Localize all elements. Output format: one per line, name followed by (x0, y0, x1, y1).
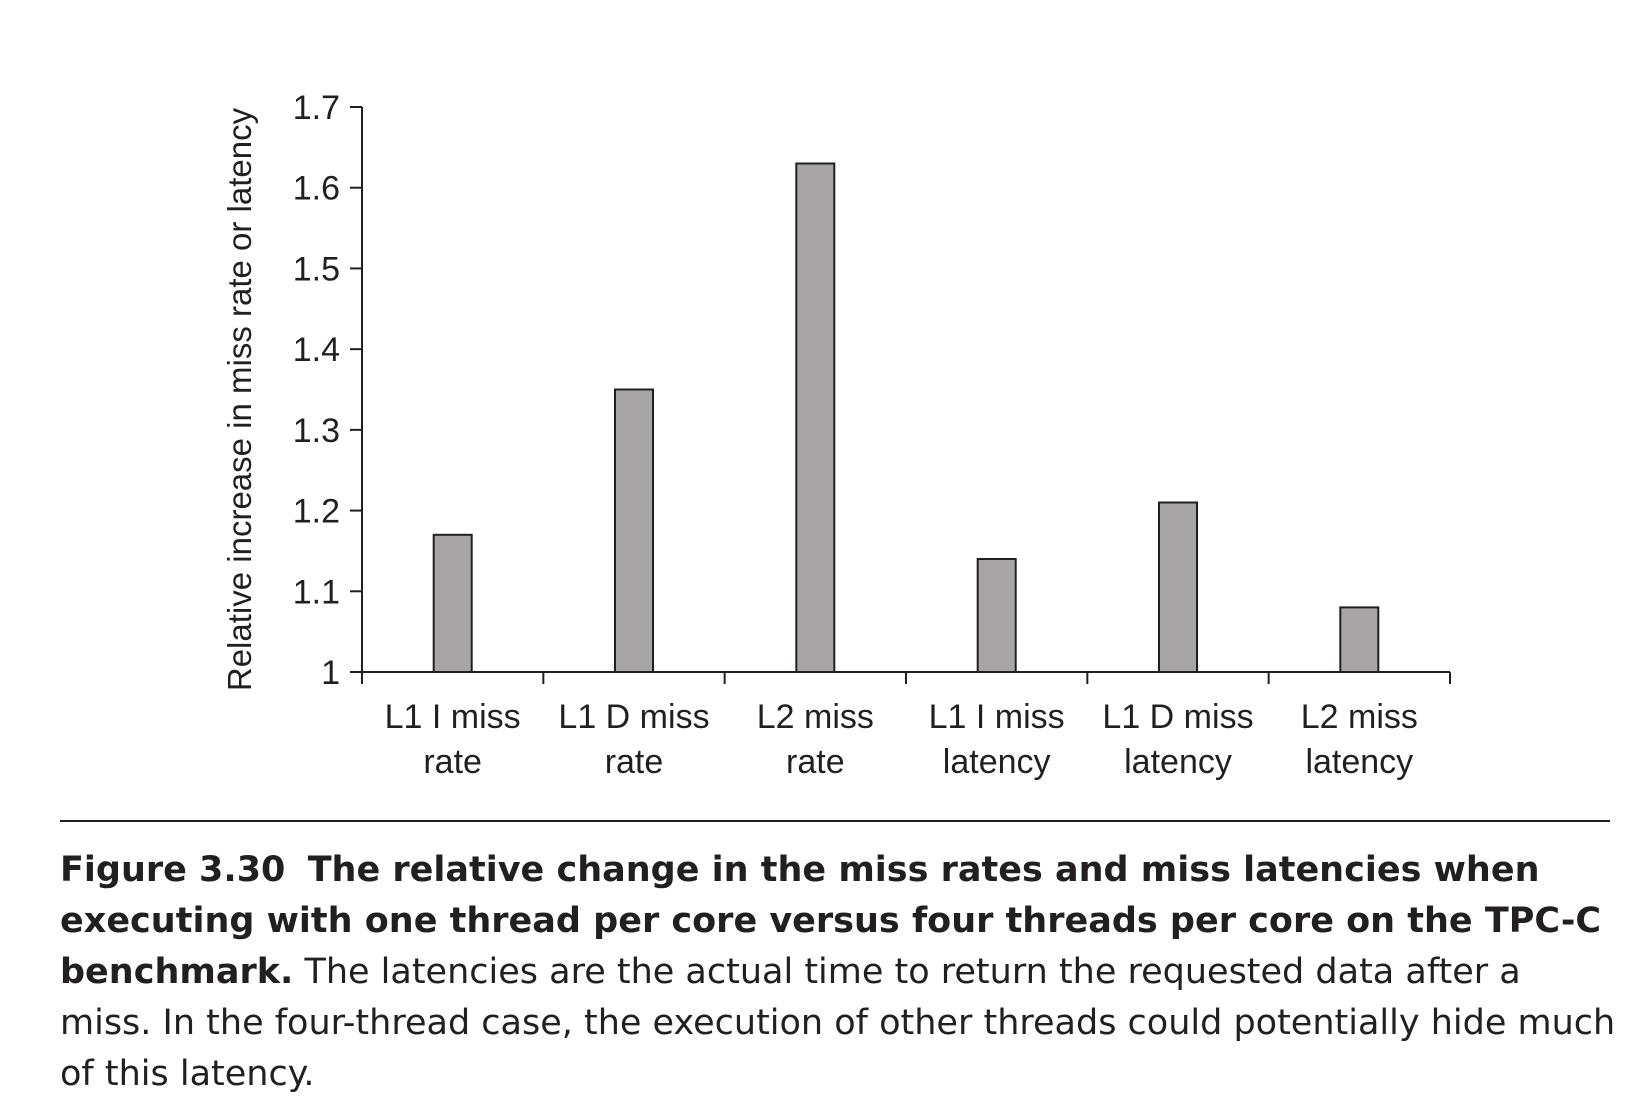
bar-0 (432, 533, 473, 673)
x-category-label: L1 D miss (1102, 698, 1253, 736)
y-axis-title: Relative increase in miss rate or latenc… (221, 107, 258, 691)
bar-5 (1339, 606, 1380, 674)
y-tick-label: 1.7 (293, 89, 340, 127)
y-tick-label: 1.2 (293, 493, 340, 531)
x-category-label: L2 miss (757, 698, 874, 736)
bar-chart: 1 1.1 1.2 1.3 1.4 1.5 1.6 1.7 L1 I miss rate L1 D … (221, 89, 1451, 781)
figure-caption: Figure 3.30 The relative change in the m… (60, 845, 1616, 1100)
labels-layer: 1 1.1 1.2 1.3 1.4 1.5 1.6 1.7 L1 I miss rate L1 D … (221, 89, 1418, 781)
axes-layer (350, 106, 1451, 684)
figure-caption-title: The relative change in the miss rates an… (60, 850, 1602, 992)
bar-2 (795, 162, 836, 673)
y-tick-label: 1.4 (293, 331, 340, 369)
x-category-label: rate (605, 743, 664, 781)
y-tick-label: 1.1 (293, 573, 340, 611)
y-tick-label: 1.3 (293, 412, 340, 450)
x-category-label: L1 I miss (929, 698, 1065, 736)
x-category-label: L1 D miss (558, 698, 709, 736)
y-tick-label: 1.5 (293, 250, 340, 288)
bar-3 (976, 558, 1017, 673)
y-tick-label: 1.6 (293, 170, 340, 208)
x-category-label: latency (1124, 743, 1232, 781)
figure-number: Figure 3.30 (60, 850, 286, 890)
y-tick-label: 1 (321, 654, 340, 692)
x-category-label: latency (1305, 743, 1413, 781)
bars-layer (432, 162, 1380, 674)
bar-4 (1158, 501, 1198, 673)
x-category-label: rate (786, 743, 845, 781)
bar-1 (614, 388, 654, 673)
caption-divider (60, 820, 1610, 822)
x-category-label: latency (943, 743, 1051, 781)
x-category-label: L2 miss (1301, 698, 1418, 736)
x-category-label: L1 I miss (385, 698, 521, 736)
x-category-label: rate (423, 743, 482, 781)
figure-caption-body: The latencies are the actual time to ret… (60, 952, 1616, 1094)
